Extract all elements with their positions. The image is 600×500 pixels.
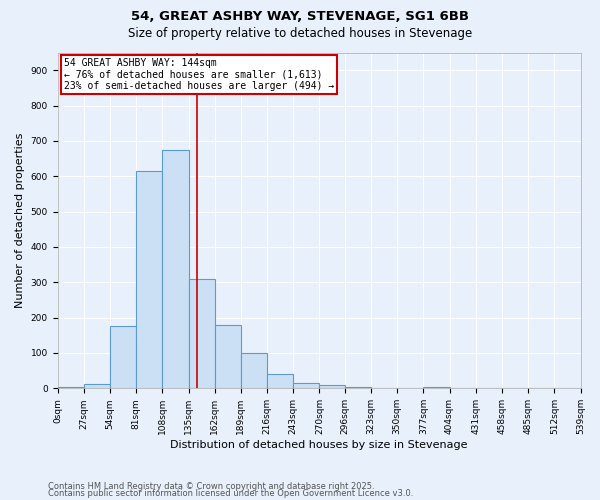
Text: Contains public sector information licensed under the Open Government Licence v3: Contains public sector information licen… [48,490,413,498]
Text: Contains HM Land Registry data © Crown copyright and database right 2025.: Contains HM Land Registry data © Crown c… [48,482,374,491]
Bar [110,326,136,388]
Bar [241,353,267,388]
Bar [163,150,188,388]
Bar [267,374,293,388]
Bar [58,386,84,388]
X-axis label: Distribution of detached houses by size in Stevenage: Distribution of detached houses by size … [170,440,468,450]
Bar [345,386,371,388]
Bar [319,385,345,388]
Bar [188,279,215,388]
Text: 54, GREAT ASHBY WAY, STEVENAGE, SG1 6BB: 54, GREAT ASHBY WAY, STEVENAGE, SG1 6BB [131,10,469,23]
Bar [136,171,163,388]
Bar [215,324,241,388]
Bar [293,383,319,388]
Text: 54 GREAT ASHBY WAY: 144sqm
← 76% of detached houses are smaller (1,613)
23% of s: 54 GREAT ASHBY WAY: 144sqm ← 76% of deta… [64,58,334,90]
Bar [424,386,449,388]
Text: Size of property relative to detached houses in Stevenage: Size of property relative to detached ho… [128,28,472,40]
Y-axis label: Number of detached properties: Number of detached properties [15,132,25,308]
Bar [84,384,110,388]
